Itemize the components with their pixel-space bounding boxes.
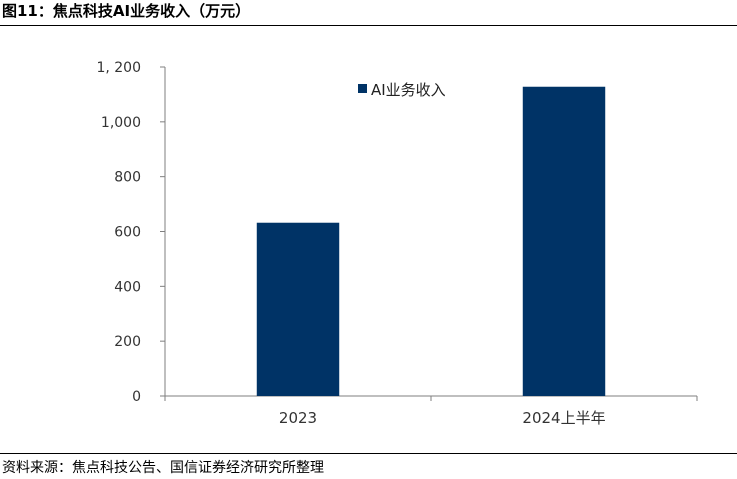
bar-series [256, 86, 606, 397]
bar-2024上半年 [522, 86, 606, 397]
y-tick-label: 800 [114, 170, 141, 186]
y-tick-label: 1,000 [101, 115, 141, 131]
y-axis: 0 200 400 600 800 1,000 1, 200 [96, 60, 166, 405]
x-category-label: 2024上半年 [522, 409, 605, 427]
y-tick-label: 200 [114, 334, 141, 350]
bar-2023 [256, 222, 340, 396]
y-tick-label: 0 [132, 389, 141, 405]
bottom-rule [0, 453, 737, 454]
x-axis: 2023 2024上半年 [164, 395, 698, 427]
top-rule [0, 25, 737, 26]
y-tick-label: 400 [114, 279, 141, 295]
x-category-label: 2023 [279, 409, 317, 427]
legend-swatch [358, 84, 367, 93]
y-tick-label: 600 [114, 225, 141, 241]
figure-title: 图11：焦点科技AI业务收入（万元） [2, 2, 251, 20]
legend: AI业务收入 [358, 81, 446, 99]
source-note: 资料来源：焦点科技公告、国信证券经济研究所整理 [2, 460, 324, 476]
legend-label: AI业务收入 [371, 81, 446, 99]
y-tick-label: 1, 200 [96, 60, 141, 76]
